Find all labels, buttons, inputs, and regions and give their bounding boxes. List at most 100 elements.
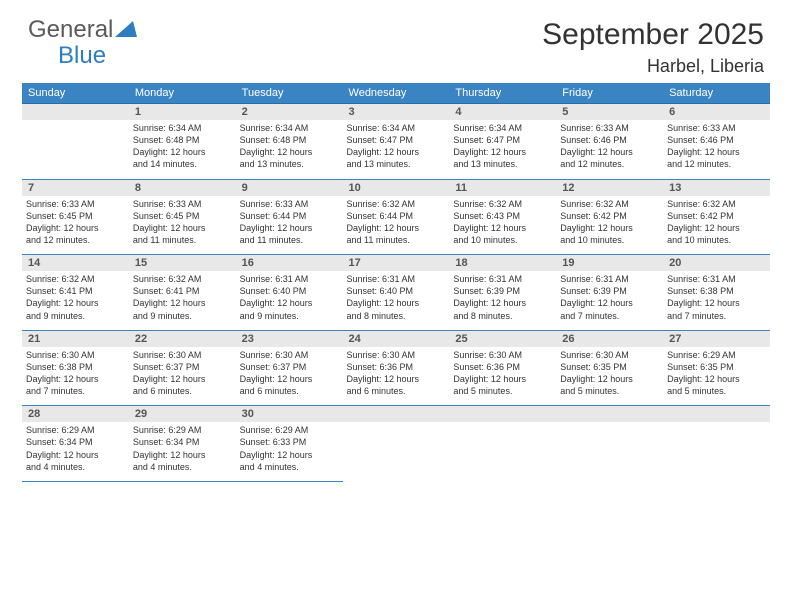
sunset: Sunset: 6:42 PM xyxy=(560,210,659,222)
daylight-line1: Daylight: 12 hours xyxy=(133,146,232,158)
daylight-line1: Daylight: 12 hours xyxy=(240,222,339,234)
day-cell: 19Sunrise: 6:31 AMSunset: 6:39 PMDayligh… xyxy=(556,255,663,331)
day-content: Sunrise: 6:32 AMSunset: 6:42 PMDaylight:… xyxy=(663,196,770,255)
daylight-line2: and 10 minutes. xyxy=(453,234,552,246)
daylight-line1: Daylight: 12 hours xyxy=(240,297,339,309)
daylight-line1: Daylight: 12 hours xyxy=(133,297,232,309)
sunset: Sunset: 6:35 PM xyxy=(667,361,766,373)
daylight-line1: Daylight: 12 hours xyxy=(453,222,552,234)
sunset: Sunset: 6:38 PM xyxy=(26,361,125,373)
sunrise: Sunrise: 6:31 AM xyxy=(240,273,339,285)
logo-general: General xyxy=(28,16,113,43)
daylight-line2: and 9 minutes. xyxy=(133,310,232,322)
sunset: Sunset: 6:36 PM xyxy=(347,361,446,373)
day-cell: 4Sunrise: 6:34 AMSunset: 6:47 PMDaylight… xyxy=(449,104,556,180)
sunrise: Sunrise: 6:31 AM xyxy=(453,273,552,285)
daylight-line2: and 12 minutes. xyxy=(560,158,659,170)
daylight-line2: and 11 minutes. xyxy=(240,234,339,246)
daylight-line1: Daylight: 12 hours xyxy=(453,373,552,385)
sunset: Sunset: 6:44 PM xyxy=(347,210,446,222)
daylight-line2: and 9 minutes. xyxy=(240,310,339,322)
day-number-empty xyxy=(449,406,556,422)
day-content: Sunrise: 6:33 AMSunset: 6:45 PMDaylight:… xyxy=(22,196,129,255)
day-cell: 25Sunrise: 6:30 AMSunset: 6:36 PMDayligh… xyxy=(449,330,556,406)
day-content: Sunrise: 6:30 AMSunset: 6:36 PMDaylight:… xyxy=(449,347,556,406)
day-number: 3 xyxy=(343,104,450,120)
sunset: Sunset: 6:34 PM xyxy=(26,436,125,448)
month-title: September 2025 xyxy=(542,18,764,52)
day-content: Sunrise: 6:32 AMSunset: 6:42 PMDaylight:… xyxy=(556,196,663,255)
daylight-line1: Daylight: 12 hours xyxy=(347,297,446,309)
daylight-line2: and 7 minutes. xyxy=(26,385,125,397)
day-cell xyxy=(343,406,450,482)
daylight-line2: and 5 minutes. xyxy=(667,385,766,397)
day-cell: 27Sunrise: 6:29 AMSunset: 6:35 PMDayligh… xyxy=(663,330,770,406)
sunset: Sunset: 6:39 PM xyxy=(560,285,659,297)
sunset: Sunset: 6:46 PM xyxy=(667,134,766,146)
sunrise: Sunrise: 6:29 AM xyxy=(240,424,339,436)
day-content: Sunrise: 6:29 AMSunset: 6:35 PMDaylight:… xyxy=(663,347,770,406)
sunset: Sunset: 6:34 PM xyxy=(133,436,232,448)
sunset: Sunset: 6:46 PM xyxy=(560,134,659,146)
sunset: Sunset: 6:48 PM xyxy=(240,134,339,146)
day-content: Sunrise: 6:31 AMSunset: 6:40 PMDaylight:… xyxy=(343,271,450,330)
sunrise: Sunrise: 6:30 AM xyxy=(453,349,552,361)
day-cell: 14Sunrise: 6:32 AMSunset: 6:41 PMDayligh… xyxy=(22,255,129,331)
day-content: Sunrise: 6:33 AMSunset: 6:46 PMDaylight:… xyxy=(556,120,663,179)
day-number: 19 xyxy=(556,255,663,271)
day-header-row: Sunday Monday Tuesday Wednesday Thursday… xyxy=(22,83,770,104)
day-number: 6 xyxy=(663,104,770,120)
sunrise: Sunrise: 6:31 AM xyxy=(560,273,659,285)
day-header: Wednesday xyxy=(343,83,450,104)
sunset: Sunset: 6:37 PM xyxy=(133,361,232,373)
sunrise: Sunrise: 6:33 AM xyxy=(667,122,766,134)
day-content: Sunrise: 6:29 AMSunset: 6:34 PMDaylight:… xyxy=(22,422,129,481)
day-header: Monday xyxy=(129,83,236,104)
sunset: Sunset: 6:42 PM xyxy=(667,210,766,222)
day-number: 26 xyxy=(556,331,663,347)
sunrise: Sunrise: 6:33 AM xyxy=(240,198,339,210)
day-header: Saturday xyxy=(663,83,770,104)
sunrise: Sunrise: 6:32 AM xyxy=(667,198,766,210)
day-number: 2 xyxy=(236,104,343,120)
daylight-line2: and 7 minutes. xyxy=(560,310,659,322)
daylight-line2: and 8 minutes. xyxy=(347,310,446,322)
day-cell: 20Sunrise: 6:31 AMSunset: 6:38 PMDayligh… xyxy=(663,255,770,331)
sunrise: Sunrise: 6:30 AM xyxy=(347,349,446,361)
daylight-line2: and 6 minutes. xyxy=(133,385,232,397)
day-content: Sunrise: 6:30 AMSunset: 6:37 PMDaylight:… xyxy=(236,347,343,406)
daylight-line1: Daylight: 12 hours xyxy=(560,222,659,234)
sunset: Sunset: 6:40 PM xyxy=(240,285,339,297)
day-cell: 26Sunrise: 6:30 AMSunset: 6:35 PMDayligh… xyxy=(556,330,663,406)
day-content: Sunrise: 6:31 AMSunset: 6:40 PMDaylight:… xyxy=(236,271,343,330)
sunrise: Sunrise: 6:34 AM xyxy=(240,122,339,134)
day-cell: 10Sunrise: 6:32 AMSunset: 6:44 PMDayligh… xyxy=(343,179,450,255)
day-content: Sunrise: 6:31 AMSunset: 6:38 PMDaylight:… xyxy=(663,271,770,330)
week-row: 1Sunrise: 6:34 AMSunset: 6:48 PMDaylight… xyxy=(22,104,770,180)
day-number: 23 xyxy=(236,331,343,347)
day-cell xyxy=(556,406,663,482)
day-cell: 11Sunrise: 6:32 AMSunset: 6:43 PMDayligh… xyxy=(449,179,556,255)
daylight-line2: and 12 minutes. xyxy=(667,158,766,170)
day-cell: 29Sunrise: 6:29 AMSunset: 6:34 PMDayligh… xyxy=(129,406,236,482)
day-number: 12 xyxy=(556,180,663,196)
day-content: Sunrise: 6:30 AMSunset: 6:35 PMDaylight:… xyxy=(556,347,663,406)
sunset: Sunset: 6:47 PM xyxy=(347,134,446,146)
day-number: 20 xyxy=(663,255,770,271)
day-number: 17 xyxy=(343,255,450,271)
daylight-line2: and 6 minutes. xyxy=(347,385,446,397)
day-cell: 7Sunrise: 6:33 AMSunset: 6:45 PMDaylight… xyxy=(22,179,129,255)
day-cell: 2 Sunrise: 6:34 AMSunset: 6:48 PMDaylight… xyxy=(236,104,343,180)
day-number: 18 xyxy=(449,255,556,271)
daylight-line1: Daylight: 12 hours xyxy=(240,146,339,158)
daylight-line1: Daylight: 12 hours xyxy=(26,297,125,309)
sunrise: Sunrise: 6:34 AM xyxy=(347,122,446,134)
day-number: 5 xyxy=(556,104,663,120)
daylight-line2: and 14 minutes. xyxy=(133,158,232,170)
daylight-line2: and 4 minutes. xyxy=(133,461,232,473)
sunrise: Sunrise: 6:32 AM xyxy=(453,198,552,210)
week-row: 21Sunrise: 6:30 AMSunset: 6:38 PMDayligh… xyxy=(22,330,770,406)
sunrise: Sunrise: 6:31 AM xyxy=(667,273,766,285)
day-number: 10 xyxy=(343,180,450,196)
day-content: Sunrise: 6:31 AMSunset: 6:39 PMDaylight:… xyxy=(556,271,663,330)
